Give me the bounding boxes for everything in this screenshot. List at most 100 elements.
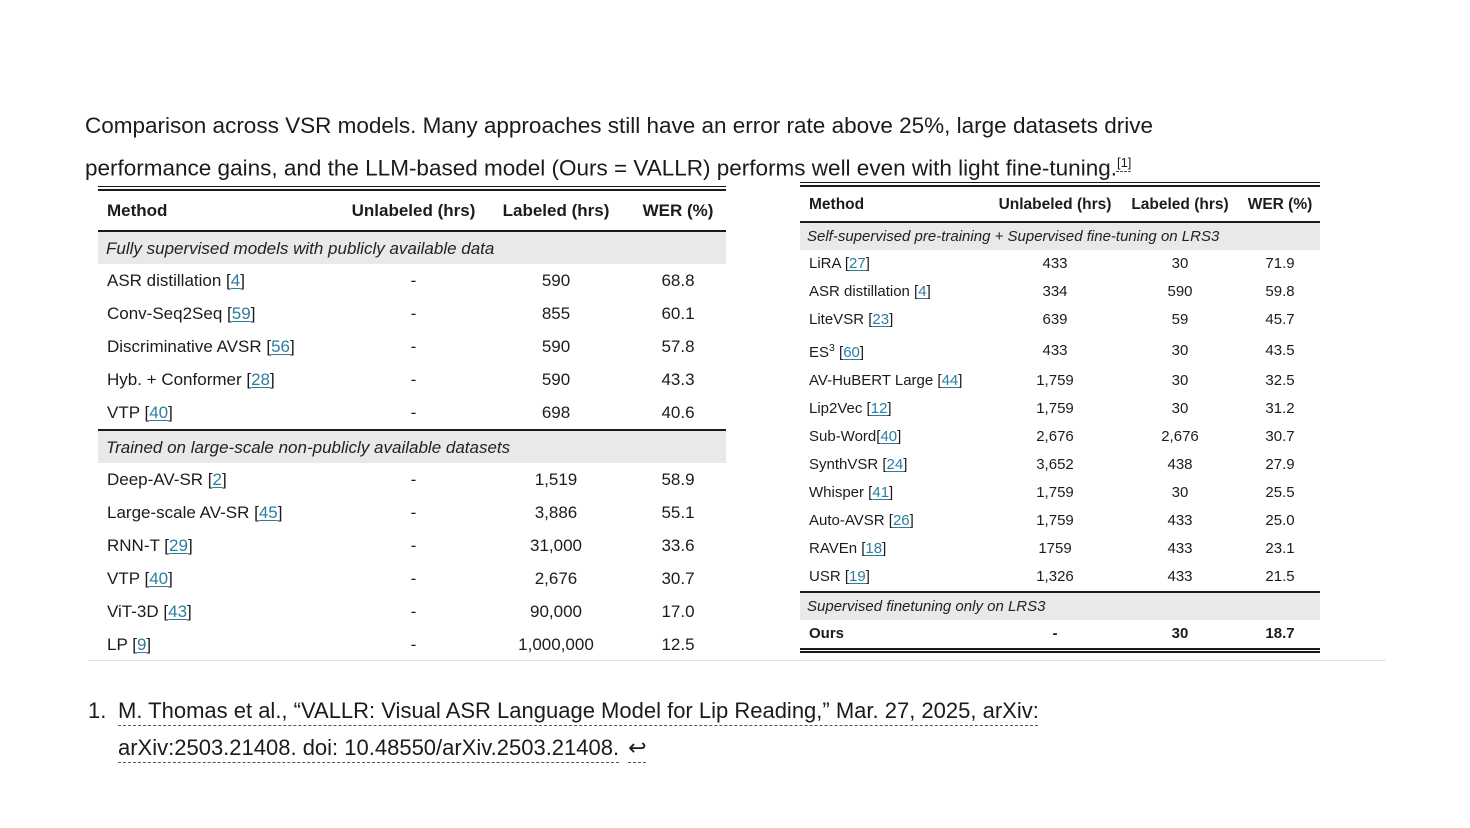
footnote-citation-link[interactable]: M. Thomas et al., “VALLR: Visual ASR Lan… [118,698,1039,760]
unlabeled-cell: - [410,369,417,389]
table-row: Large-scale AV-SR [45] - 3,886 55.1 [98,496,726,529]
method-cell: VTP [40] [107,402,173,422]
header-row: Method Unlabeled (hrs) Labeled (hrs) WER (%… [98,190,726,232]
reference-link[interactable]: 24 [886,456,904,473]
reference-link[interactable]: 4 [918,283,927,300]
labeled-cell: 590 [541,336,571,356]
method-cell: Ours [800,620,990,653]
table-right-header: Method Unlabeled (hrs) Labeled (hrs) WER (%… [800,186,1320,223]
vsr-table-left: Method Unlabeled (hrs) Labeled (hrs) WER (%… [98,186,726,661]
reference-link[interactable]: 43 [168,601,188,621]
reference-link[interactable]: 28 [251,369,271,389]
wer-cell: 68.8 [661,270,695,290]
unlabeled-cell: 1,759 [1036,372,1074,389]
table-row: Auto-AVSR [26] 1,759 433 25.0 [800,507,1320,535]
section-label: Supervised finetuning only on LRS3 [800,591,1320,620]
unlabeled-cell: 1,759 [1036,484,1074,501]
table-row: LP [9] - 1,000,000 12.5 [98,628,726,661]
unlabeled-cell: 3,652 [1036,456,1074,473]
wer-cell: 57.8 [661,336,695,356]
reference-link[interactable]: 12 [870,400,888,417]
reference-link[interactable]: 4 [230,270,241,290]
labeled-cell: 590 [541,369,571,389]
reference-link[interactable]: 2 [212,469,222,489]
labeled-cell: 433 [1167,568,1193,585]
wer-cell: 30.7 [1265,428,1295,445]
reference-link[interactable]: 40 [149,402,169,422]
wer-cell: 55.1 [661,502,695,522]
reference-link[interactable]: 40 [880,428,898,445]
method-cell: RNN-T [29] [107,535,193,555]
wer-cell: 60.1 [661,303,695,323]
method-cell: RAVEn [18] [809,540,887,557]
method-cell: LiteVSR [23] [809,311,894,328]
table-row: Whisper [41] 1,759 30 25.5 [800,479,1320,507]
reference-link[interactable]: 40 [149,568,169,588]
footnote-ref-link[interactable]: [1] [1116,154,1132,170]
labeled-cell: 438 [1167,456,1193,473]
reference-link[interactable]: 44 [941,372,959,389]
unlabeled-cell: - [410,336,417,356]
labeled-cell: 30 [1171,484,1189,501]
wer-cell: 43.3 [661,369,695,389]
unlabeled-cell: 1,326 [1036,568,1074,585]
section-label: Fully supervised models with publicly av… [98,230,726,264]
reference-link[interactable]: 60 [843,344,860,361]
table-row: USR [19] 1,326 433 21.5 [800,563,1320,592]
unlabeled-cell: - [410,469,417,489]
unlabeled-cell: - [410,402,417,422]
method-cell: Large-scale AV-SR [45] [107,502,283,522]
unlabeled-cell: - [410,270,417,290]
unlabeled-cell: 2,676 [1036,428,1074,445]
reference-link[interactable]: 18 [865,540,883,557]
table-row: VTP [40] - 698 40.6 [98,396,726,430]
footnote-marker: 1. [88,698,107,723]
labeled-cell: 30 [1120,620,1240,653]
reference-link[interactable]: 29 [169,535,188,555]
wer-cell: 32.5 [1265,372,1295,389]
labeled-cell: 2,676 [534,568,578,588]
table-right: Method Unlabeled (hrs) Labeled (hrs) WER (%… [800,185,1320,653]
table-row: LiRA [27] 433 30 71.9 [800,250,1320,278]
column-header: Labeled (hrs) [482,190,630,232]
labeled-cell: 2,676 [1161,428,1199,445]
wer-cell: 25.5 [1265,484,1295,501]
unlabeled-cell: 1759 [1038,540,1072,557]
labeled-cell: 30 [1171,400,1189,417]
labeled-cell: 855 [541,303,571,323]
section-label: Trained on large-scale non-publicly avai… [98,429,726,463]
wer-cell: 59.8 [1265,283,1295,300]
labeled-cell: 1,000,000 [518,634,594,654]
reference-link[interactable]: 45 [258,502,278,522]
table-row: ViT-3D [43] - 90,000 17.0 [98,595,726,628]
reference-link[interactable]: 23 [872,311,890,328]
reference-link[interactable]: 59 [231,303,251,323]
method-cell: Whisper [41] [809,484,894,501]
reference-link[interactable]: 19 [849,568,866,585]
table-row: Conv-Seq2Seq [59] - 855 60.1 [98,297,726,330]
method-cell: ViT-3D [43] [107,601,192,621]
method-cell: Conv-Seq2Seq [59] [107,303,256,323]
reference-link[interactable]: 9 [136,634,147,654]
table-row: Sub-Word[40] 2,676 2,676 30.7 [800,423,1320,451]
column-header: Unlabeled (hrs) [990,186,1120,223]
footnote-text: M. Thomas et al., “VALLR: Visual ASR Lan… [118,692,1039,766]
vsr-table-right: Method Unlabeled (hrs) Labeled (hrs) WER (%… [800,182,1320,653]
section-header-row: Trained on large-scale non-publicly avai… [98,429,726,463]
method-cell: USR [19] [809,568,870,585]
column-header: Method [98,190,345,232]
reference-link[interactable]: 56 [271,336,290,356]
reference-link[interactable]: 27 [849,255,866,272]
reference-link[interactable]: 26 [892,512,910,529]
table-row: Lip2Vec [12] 1,759 30 31.2 [800,395,1320,423]
reference-link[interactable]: 41 [872,484,890,501]
column-header: WER (%) [630,190,726,232]
method-cell: Discriminative AVSR [56] [107,336,295,356]
footnote-backlink[interactable]: ↩ [628,735,647,760]
section-header-row: Fully supervised models with publicly av… [98,230,726,264]
method-cell: ASR distillation [4] [107,270,245,290]
column-header: Unlabeled (hrs) [345,190,482,232]
labeled-cell: 433 [1167,512,1193,529]
wer-cell: 27.9 [1265,456,1295,473]
table-right-body: Self-supervised pre-training + Supervise… [800,221,1320,653]
